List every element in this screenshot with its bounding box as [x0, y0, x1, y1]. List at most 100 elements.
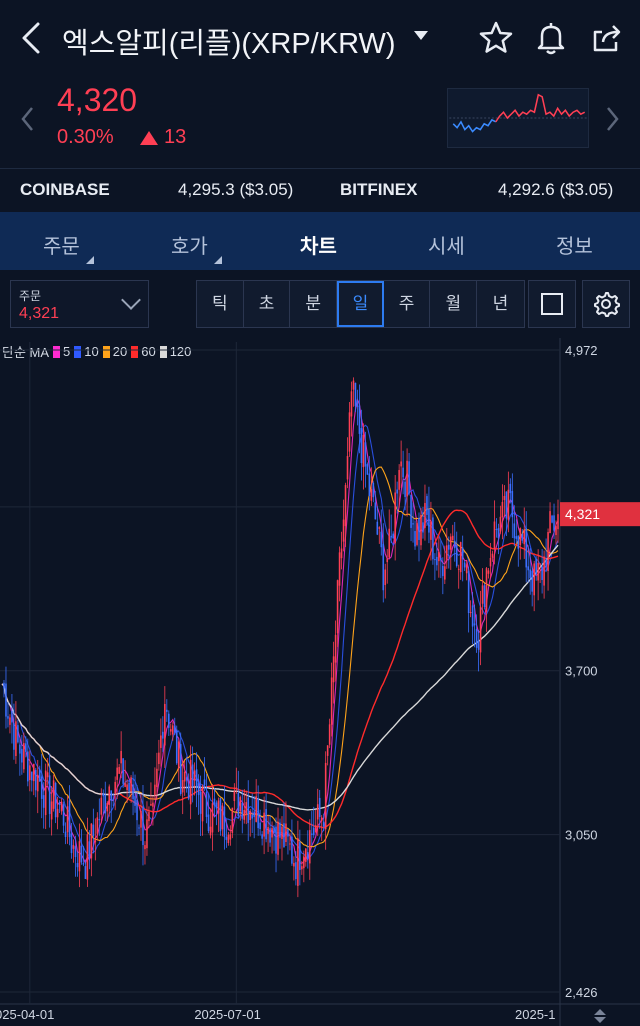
candle-body	[223, 806, 226, 838]
candle-body	[62, 804, 65, 826]
period-week[interactable]: 주	[383, 281, 431, 327]
candle-body	[229, 834, 232, 840]
candle-body	[191, 764, 194, 787]
candle-body	[360, 428, 363, 464]
candle-body	[308, 830, 311, 864]
candle-body	[547, 532, 549, 572]
candle-body	[108, 786, 111, 805]
candle-body	[126, 784, 128, 791]
candle-body	[193, 770, 196, 781]
candle-body	[104, 795, 107, 814]
change-amount: 13	[164, 126, 187, 148]
candle-body	[60, 801, 63, 812]
candle-body	[156, 768, 158, 788]
candle-body	[499, 516, 502, 532]
candle-body	[372, 482, 375, 498]
page-title[interactable]: 엑스알피(리플)(XRP/KRW)	[62, 28, 396, 60]
candle-body	[54, 782, 57, 818]
candle-body	[384, 569, 387, 586]
candle-body	[34, 769, 37, 791]
price-tick-label: 2,426	[565, 985, 598, 1000]
candle-body	[281, 826, 283, 840]
period-day[interactable]: 일	[337, 281, 384, 327]
candle-body	[293, 862, 295, 867]
candle-body	[46, 772, 49, 778]
candle-body	[346, 455, 349, 480]
candle-body	[227, 834, 230, 844]
candle-body	[207, 814, 210, 832]
tab-orderbook[interactable]: 호가	[171, 236, 208, 258]
candle-body	[471, 605, 474, 627]
candle-body	[440, 557, 442, 561]
candle-body	[221, 805, 224, 830]
candle-body	[185, 777, 188, 781]
period-second[interactable]: 초	[243, 281, 291, 327]
share-button[interactable]	[590, 20, 626, 56]
candle-body	[479, 606, 482, 653]
price-tick-label: 4,972	[565, 343, 598, 358]
ma60-label: 60	[141, 344, 156, 359]
chart-toolbar: 주문 4,321 틱 초 분 일 주 월 년	[0, 270, 640, 338]
fullscreen-button[interactable]	[528, 280, 576, 328]
candle-body	[473, 623, 476, 626]
order-price-dropdown[interactable]: 주문 4,321	[10, 280, 149, 328]
tab-quotes[interactable]: 시세	[428, 236, 465, 258]
candle-body	[312, 827, 315, 836]
candle-body	[285, 823, 287, 843]
gear-icon	[594, 292, 620, 317]
candle-body	[253, 811, 255, 818]
candle-body	[84, 866, 87, 879]
candle-body	[549, 511, 551, 534]
candle-body	[314, 825, 317, 832]
candle-body	[29, 765, 31, 781]
candle-body	[340, 548, 343, 559]
candle-body	[241, 802, 244, 819]
candle-body	[342, 519, 345, 542]
candle-body	[469, 612, 472, 614]
candle-body	[507, 489, 510, 520]
prev-coin-button[interactable]	[20, 104, 36, 142]
candle-body	[404, 481, 406, 498]
period-month[interactable]: 월	[430, 281, 478, 327]
alert-button[interactable]	[533, 20, 569, 56]
back-button[interactable]	[18, 18, 48, 58]
period-tick[interactable]: 틱	[197, 281, 244, 327]
tab-order[interactable]: 주문	[43, 236, 80, 258]
candle-body	[533, 563, 535, 596]
chevron-left-icon	[22, 22, 40, 54]
candlestick-chart[interactable]: 4,9724,3503,7003,0502,4262025-04-012025-…	[0, 338, 640, 1026]
candle-body	[453, 540, 456, 549]
tab-chart[interactable]: 차트	[300, 236, 337, 258]
period-minute[interactable]: 분	[290, 281, 338, 327]
candle-body	[263, 812, 265, 837]
candle-body	[197, 783, 200, 796]
candle-body	[400, 461, 402, 467]
exchange-price-bitfinex: 4,292.6 ($3.05)	[498, 180, 614, 199]
period-year[interactable]: 년	[477, 281, 524, 327]
caret-down-icon[interactable]	[414, 31, 428, 40]
sparkline-chart[interactable]	[447, 88, 589, 148]
candle-body	[358, 405, 361, 434]
candle-body	[444, 566, 446, 580]
candle-body	[177, 741, 180, 769]
square-icon	[541, 293, 563, 315]
candle-body	[553, 515, 555, 531]
next-coin-button[interactable]	[604, 104, 620, 142]
settings-button[interactable]	[582, 280, 630, 328]
candle-body	[382, 543, 385, 591]
candle-body	[171, 725, 174, 735]
candle-body	[94, 840, 97, 843]
favorite-button[interactable]	[478, 20, 514, 56]
candle-body	[11, 711, 13, 723]
candle-body	[519, 528, 522, 546]
tab-info[interactable]: 정보	[556, 236, 593, 258]
change-percent: 0.30%	[57, 126, 114, 148]
candle-body	[187, 784, 190, 799]
candle-body	[408, 461, 410, 494]
ma5-label: 5	[63, 344, 71, 359]
candle-body	[158, 752, 160, 765]
candle-body	[25, 743, 27, 752]
candle-body	[301, 866, 303, 870]
candle-body	[82, 863, 85, 865]
corner-indicator-icon	[86, 256, 94, 264]
